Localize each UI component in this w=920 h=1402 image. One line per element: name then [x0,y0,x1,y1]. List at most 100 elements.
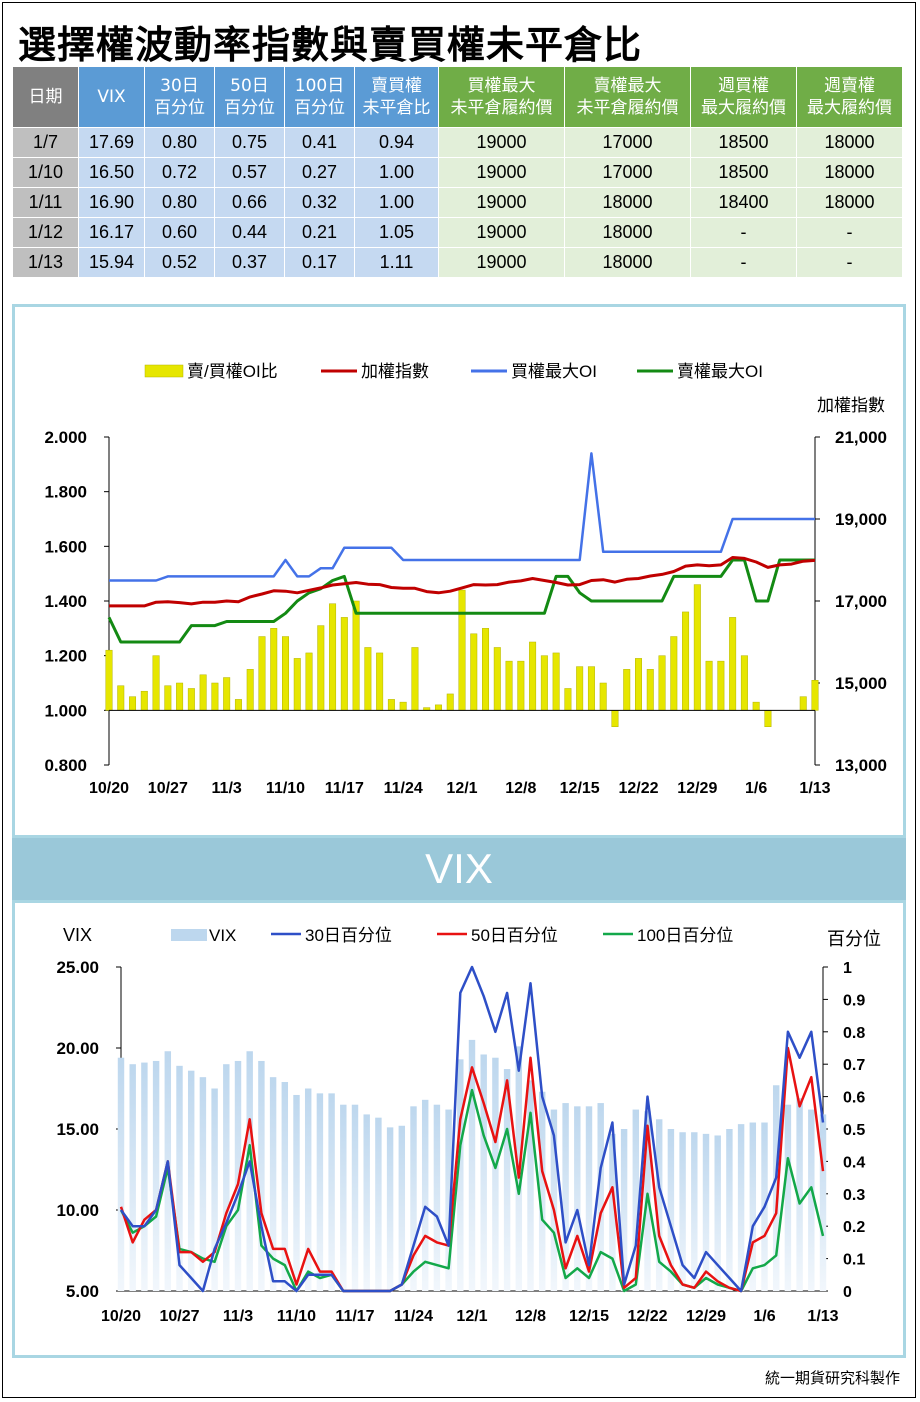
x-tick-label: 12/15 [560,780,600,797]
oi-ratio-bar [293,658,301,711]
oi-ratio-bar [764,710,772,727]
oi-ratio-bar [505,660,513,711]
table-cell: 15.94 [78,247,145,278]
vix-bar [702,1133,710,1291]
oi-ratio-bar [446,693,454,711]
x-tick-label: 12/1 [446,780,477,797]
left-tick-label: 20.00 [56,1039,99,1058]
table-cell: 1/7 [12,127,79,158]
vix-bar [772,1085,780,1291]
right-tick-label: 0.5 [843,1122,865,1139]
vix-bar [410,1106,417,1291]
table-cell: 0.57 [214,157,285,188]
table-cell: 18000 [796,157,903,188]
right-tick-label: 13,000 [835,756,887,775]
vix-bar [655,1119,663,1291]
vix-bar [562,1103,569,1291]
vix-bar [726,1129,733,1291]
table-cell: 18500 [690,127,797,158]
oi-ratio-bar [564,688,572,711]
oi-ratio-bar [258,636,266,711]
table-cell: 18000 [564,187,691,218]
right-tick-label: 0.3 [843,1187,865,1204]
x-tick-label: 11/17 [335,1308,374,1325]
oi-ratio-bar [635,658,642,711]
oi-ratio-bar [799,696,807,711]
table-cell: 0.27 [284,157,355,188]
table-cell: 19000 [438,127,565,158]
x-tick-label: 11/24 [384,780,423,797]
oi-ratio-bar [682,611,690,711]
table-header-cell: 30日 百分位 [144,66,215,128]
vix-bar [199,1077,207,1291]
legend-label: 30日百分位 [305,926,392,945]
right-axis-title: 加權指數 [817,396,885,415]
table-cell: 19000 [438,247,565,278]
table-header-cell: 賣買權 未平倉比 [354,66,439,128]
right-tick-label: 0.4 [843,1154,865,1171]
vix-bar [187,1070,195,1291]
oi-ratio-bar [470,633,478,711]
legend-swatch-ratio [144,364,184,378]
table-cell: 0.17 [284,247,355,278]
vix-bar [211,1088,218,1291]
table-cell: 16.90 [78,187,145,218]
x-tick-label: 11/17 [325,780,364,797]
oi-ratio-bar [705,660,713,711]
vix-bar [340,1104,347,1291]
table-cell: 0.60 [144,217,215,248]
x-tick-label: 12/8 [515,1308,546,1325]
right-tick-label: 0 [843,1284,852,1301]
options-summary-table: 日期 VIX 30日 百分位 50日 百分位 100日 百分位 賣買權 未平倉比 買權最大 未平倉履約… [12,66,903,278]
oi-ratio-bar [493,647,501,711]
right-tick-label: 0.9 [843,992,865,1009]
vix-bar [784,1104,792,1291]
left-tick-label: 5.00 [66,1282,99,1301]
vix-bar [293,1094,300,1291]
oi-ratio-bar [234,699,242,711]
vix-bar [737,1124,745,1291]
vix-bar [538,1091,546,1291]
vix-bar [691,1132,698,1291]
table-cell: 1/10 [12,157,79,188]
oi-ratio-bar [152,655,160,711]
oi-ratio-bar [329,603,337,711]
vix-bar [258,1060,265,1291]
vix-bar [679,1132,686,1291]
right-tick-label: 0.7 [843,1057,865,1074]
vix-bar [749,1122,757,1291]
table-cell: - [796,217,903,248]
x-tick-label: 12/29 [677,780,717,797]
right-tick-label: 21,000 [835,428,887,447]
vix-bar [667,1129,675,1291]
table-header-cell: 買權最大 未平倉履約價 [438,66,565,128]
vix-bar [234,1060,242,1291]
oi-ratio-bar [129,696,137,711]
oi-ratio-bar [811,680,819,711]
vix-bar [316,1093,324,1291]
p100-line [119,1088,825,1293]
vix-bar [129,1064,136,1291]
x-tick-label: 10/20 [101,1308,141,1325]
oi-ratio-bar [223,677,231,711]
x-tick-label: 11/3 [212,780,242,797]
vix-chart: VIX 百分位 VIX 30日百分位 50日百分位 100日百分位 5.00 10.00 15.… [56,925,881,1325]
call-max-oi-line [109,452,815,582]
vix-bar [269,1077,277,1291]
oi-ratio-bar [270,628,278,711]
left-tick-label: 1.800 [44,483,87,502]
table-cell: 0.80 [144,187,215,218]
x-tick-label: 12/15 [569,1308,609,1325]
oi-ratio-bar [399,701,407,711]
p50-line [119,1046,825,1293]
vix-bar [117,1057,125,1291]
legend-label: 賣/買權OI比 [187,362,278,381]
oi-ratio-bar [623,669,631,711]
vix-bar [421,1099,429,1291]
legend-label: 賣權最大OI [677,362,763,381]
left-tick-label: 1.600 [44,537,87,556]
table-header-cell: 日期 [12,66,79,128]
vix-bar [632,1109,640,1291]
table-cell: 17000 [564,127,691,158]
table-cell: 1.11 [354,247,439,278]
